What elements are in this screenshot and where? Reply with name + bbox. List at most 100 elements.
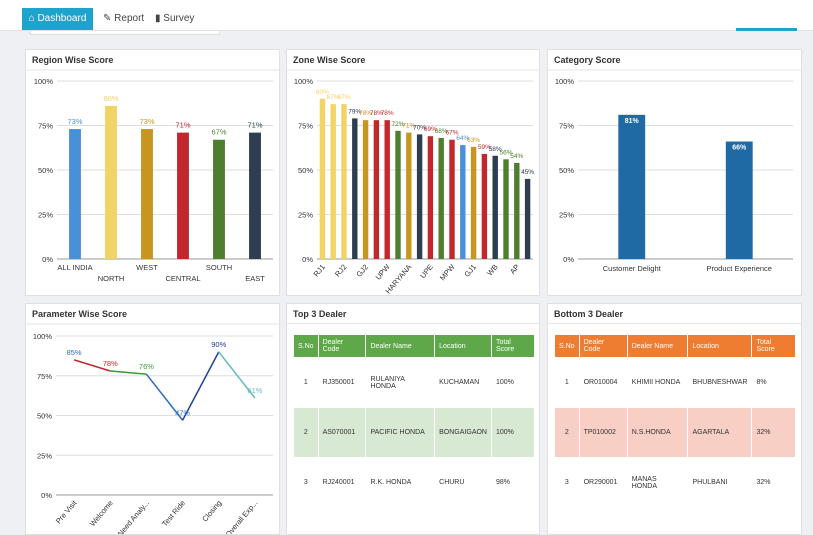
- table-cell: TP010002: [578, 407, 628, 458]
- y-tick-label: 25%: [298, 211, 313, 220]
- line-segment: [110, 370, 147, 375]
- table-cell: AS070001: [317, 407, 367, 458]
- chart-title: Zone Wise Score: [293, 55, 365, 65]
- table-cell: RJ350001: [317, 357, 367, 408]
- x-tick-label: WEST: [136, 263, 158, 272]
- bar: [373, 120, 380, 259]
- data-label: 78%: [381, 110, 394, 117]
- data-label: 78%: [359, 110, 372, 117]
- data-label: 47%: [175, 408, 190, 417]
- data-label: 72%: [391, 121, 404, 128]
- data-label: 70%: [413, 124, 426, 131]
- panel-top-dealer: Top 3 Dealer S.No Dealer Code Dealer Name L…: [286, 303, 540, 535]
- tab-survey[interactable]: ▮ Survey: [155, 8, 194, 30]
- header-row: S.No Dealer Code Dealer Name Location Total …: [293, 334, 536, 358]
- x-tick-label: RJ2: [333, 263, 348, 279]
- table-cell: PHULBANI: [687, 457, 753, 508]
- table-row: 3 OR290001 MANAS HONDA PHULBANI 32%: [554, 457, 796, 508]
- panel-title: Bottom 3 Dealer: [554, 309, 624, 319]
- data-label: 90%: [211, 340, 226, 349]
- y-tick-label: 0%: [563, 255, 574, 264]
- table-row: 3 RJ240001 R.K. HONDA CHURU 98%: [293, 457, 536, 508]
- x-tick-label: SOUTH: [206, 263, 232, 272]
- data-label: 73%: [139, 117, 154, 126]
- x-tick-label: CENTRAL: [165, 274, 200, 283]
- data-label: 79%: [348, 108, 361, 115]
- data-label: 87%: [327, 94, 340, 101]
- column-header: S.No: [293, 334, 319, 358]
- dealer-table: S.No Dealer Code Dealer Name Location Total …: [293, 334, 536, 508]
- data-label: 56%: [499, 149, 512, 156]
- bar: [319, 98, 326, 259]
- x-tick-label: MPW: [438, 262, 457, 283]
- data-label: 63%: [467, 137, 480, 144]
- table-cell: OR010004: [578, 357, 628, 408]
- bar: [449, 139, 455, 259]
- tab-report[interactable]: ✎ Report: [103, 8, 144, 30]
- y-tick-label: 0%: [41, 491, 52, 500]
- data-label: 90%: [316, 89, 329, 96]
- line-segment: [181, 351, 220, 421]
- bar: [492, 155, 498, 259]
- data-label: 76%: [139, 362, 154, 371]
- table-row: 1 RJ350001 RULANIYA HONDA KUCHAMAN 100%: [293, 357, 536, 408]
- file-icon: ▮: [155, 13, 161, 24]
- table-cell: 3: [554, 457, 580, 508]
- panel-title: Top 3 Dealer: [293, 309, 347, 319]
- data-label: 86%: [103, 94, 118, 103]
- bar: [416, 134, 423, 259]
- table-cell: CHURU: [434, 457, 492, 508]
- bar: [249, 132, 261, 259]
- chart-title: Category Score: [554, 55, 621, 65]
- x-tick-label: EAST: [245, 274, 265, 283]
- header-row: S.No Dealer Code Dealer Name Location Total …: [554, 334, 796, 358]
- data-label: 68%: [435, 128, 448, 135]
- data-label: 87%: [337, 94, 350, 101]
- data-label: 59%: [478, 144, 491, 151]
- table-cell: OR290001: [578, 457, 628, 508]
- table-cell: 100%: [490, 407, 536, 458]
- x-tick-label: ALL INDIA: [57, 263, 92, 272]
- x-tick-label: Closing: [200, 499, 223, 524]
- y-tick-label: 100%: [33, 332, 53, 341]
- y-tick-label: 25%: [559, 211, 574, 220]
- line-segment: [145, 373, 184, 421]
- x-tick-label: Need Analy...: [116, 499, 151, 535]
- data-label: 67%: [445, 130, 458, 137]
- bar: [384, 120, 390, 259]
- bar: [213, 139, 225, 259]
- bar: [725, 141, 753, 259]
- chart-title: Region Wise Score: [32, 55, 113, 65]
- table-cell: 3: [293, 457, 319, 508]
- panel-region: Region Wise Score 0% 25% 50% 75% 100% ALL INDI…: [25, 49, 280, 296]
- tab-dashboard[interactable]: ⌂ Dashboard: [22, 8, 93, 30]
- table-cell: 32%: [751, 407, 796, 458]
- table-cell: MANAS HONDA: [626, 457, 689, 508]
- x-tick-label: Test Ride: [160, 499, 187, 529]
- bar: [438, 137, 444, 259]
- table-cell: AGARTALA: [687, 407, 753, 458]
- table-cell: KHIMII HONDA: [626, 357, 689, 408]
- table-row: 1 OR010004 KHIMII HONDA BHUBNESHWAR 8%: [554, 357, 796, 408]
- bar: [69, 129, 81, 259]
- y-tick-label: 50%: [37, 412, 52, 421]
- search-box[interactable]: [30, 31, 220, 35]
- table-row: 2 AS070001 PACIFIC HONDA BONGAIGAON 100%: [293, 407, 536, 458]
- home-icon: ⌂: [28, 13, 35, 24]
- panel-category: Category Score 0% 25% 50% 75% 100% Customer De…: [547, 49, 802, 296]
- column-header: Dealer Name: [626, 334, 689, 358]
- dealer-table: S.No Dealer Code Dealer Name Location Total …: [554, 334, 796, 508]
- table-cell: 100%: [490, 357, 536, 408]
- x-tick-label: Welcome: [88, 499, 115, 529]
- y-tick-label: 75%: [38, 122, 53, 131]
- table-cell: 8%: [751, 357, 796, 408]
- chart-title: Parameter Wise Score: [32, 309, 127, 319]
- data-label: 69%: [424, 126, 437, 133]
- bar: [362, 120, 369, 259]
- data-label: 64%: [456, 135, 469, 142]
- data-label: 78%: [370, 110, 383, 117]
- action-button[interactable]: [736, 28, 797, 31]
- bar: [341, 104, 347, 259]
- table-cell: 1: [293, 357, 319, 408]
